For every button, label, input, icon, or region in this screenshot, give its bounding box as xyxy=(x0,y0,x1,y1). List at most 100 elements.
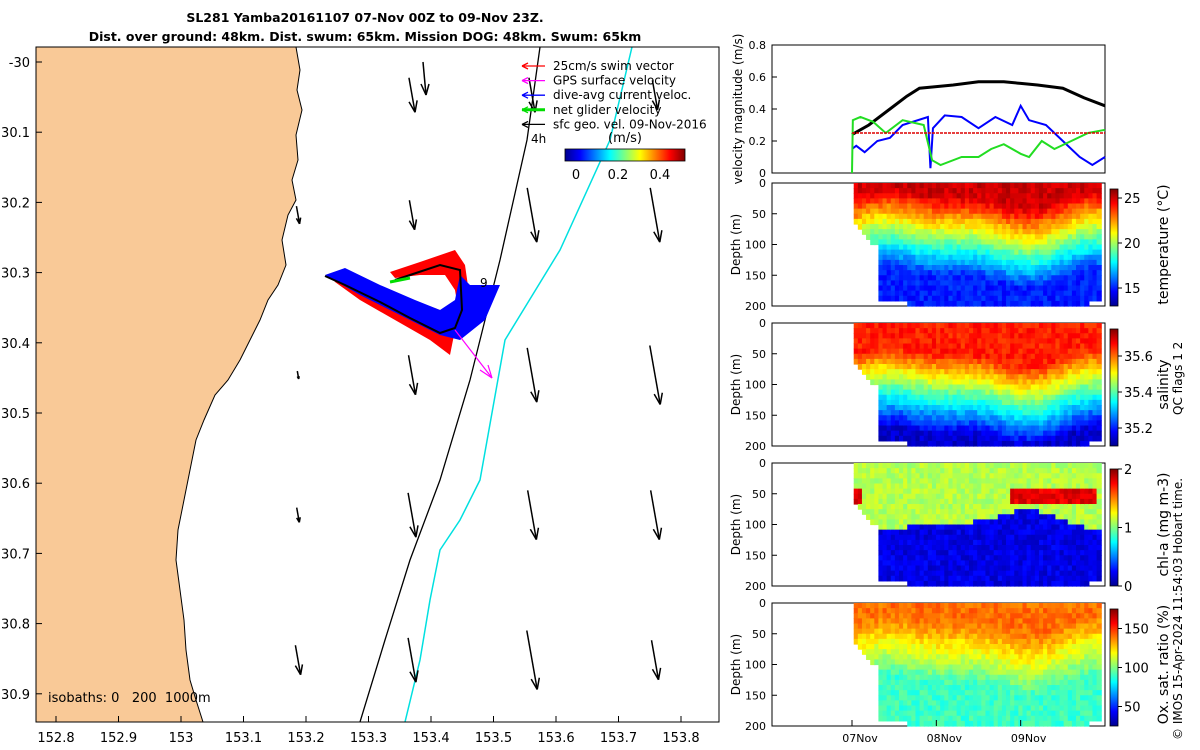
section-cell xyxy=(886,628,892,635)
section-cell xyxy=(1059,534,1065,541)
section-cell xyxy=(886,715,892,722)
section-cell xyxy=(952,498,958,505)
section-cell xyxy=(923,193,929,199)
section-cell xyxy=(931,483,938,490)
section-cell xyxy=(936,300,942,307)
section-cell xyxy=(874,638,880,645)
section-cell xyxy=(915,603,921,609)
section-cell xyxy=(989,399,995,406)
section-cell xyxy=(1047,295,1053,302)
section-cell xyxy=(919,669,925,676)
section-cell xyxy=(870,488,876,495)
section-cell xyxy=(911,710,917,717)
section-cell xyxy=(1010,229,1016,235)
section-cell xyxy=(1043,259,1049,266)
section-cell xyxy=(1006,534,1012,541)
section-cell xyxy=(1084,524,1090,531)
section-cell xyxy=(993,218,999,225)
section-cell xyxy=(997,550,1003,556)
section-cell xyxy=(1047,338,1053,345)
section-cell xyxy=(944,613,950,619)
section-cell xyxy=(964,720,971,727)
section-cell xyxy=(960,608,966,614)
section-cell xyxy=(948,633,954,640)
section-cell xyxy=(940,244,946,251)
section-cell xyxy=(911,623,917,630)
section-cell xyxy=(919,323,925,329)
section-cell xyxy=(1067,300,1073,307)
section-cell xyxy=(977,504,983,510)
section-cell xyxy=(1010,323,1016,329)
section-cell xyxy=(1063,234,1069,240)
section-cell xyxy=(997,519,1003,526)
section-cell xyxy=(1043,265,1049,271)
section-cell xyxy=(973,575,979,582)
section-cell xyxy=(968,435,975,442)
section-cell xyxy=(1096,524,1102,531)
map-y-tick-label: 30.1 xyxy=(1,126,30,141)
section-cell xyxy=(907,608,913,614)
section-cell xyxy=(956,410,962,416)
section-cell xyxy=(1096,498,1102,505)
section-cell xyxy=(878,654,884,660)
section-cell xyxy=(886,654,892,660)
section-cell xyxy=(1047,364,1053,370)
section-cell xyxy=(903,715,909,722)
section-cell xyxy=(936,555,942,561)
section-cell xyxy=(989,440,995,447)
section-cell xyxy=(1010,539,1016,546)
section-cell xyxy=(1034,524,1041,531)
section-cell xyxy=(968,364,975,370)
section-cell xyxy=(1026,280,1032,287)
section-cell xyxy=(1092,338,1098,345)
section-cell xyxy=(903,183,909,189)
section-cell xyxy=(993,565,999,572)
section-cell xyxy=(1076,405,1082,411)
section-cell xyxy=(1022,405,1028,411)
section-cell xyxy=(919,623,925,630)
section-cell xyxy=(915,529,921,536)
section-cell xyxy=(882,618,888,625)
section-cell xyxy=(1088,550,1094,556)
section-cell xyxy=(886,265,892,271)
section-cell xyxy=(1076,425,1082,432)
section-cell xyxy=(944,249,950,256)
section-cell xyxy=(882,188,888,194)
section-cell xyxy=(981,504,987,510)
section-cell xyxy=(1047,509,1053,515)
section-cell xyxy=(948,674,954,681)
section-cell xyxy=(1059,353,1065,360)
section-cell xyxy=(898,463,905,469)
section-cell xyxy=(1071,430,1078,437)
section-cell xyxy=(1088,473,1094,479)
section-cell xyxy=(1067,333,1073,339)
section-cell xyxy=(1084,575,1090,582)
section-cell xyxy=(936,415,942,421)
section-cell xyxy=(960,623,966,630)
section-cell xyxy=(878,229,884,235)
section-cell xyxy=(1063,270,1069,276)
section-cell xyxy=(878,685,884,691)
section-cell xyxy=(981,254,987,261)
section-cell xyxy=(968,623,975,630)
section-cell xyxy=(940,493,946,500)
section-cell xyxy=(1001,285,1008,292)
section-cell xyxy=(923,644,929,650)
section-cell xyxy=(890,328,896,334)
section-cell xyxy=(948,529,954,536)
section-cell xyxy=(1063,555,1069,561)
section-cell xyxy=(1088,374,1094,380)
section-cell xyxy=(1047,275,1053,281)
section-cell xyxy=(993,644,999,650)
section-cell xyxy=(989,498,995,505)
section-cell xyxy=(915,290,921,297)
section-cell xyxy=(931,415,938,421)
section-cell xyxy=(870,463,876,469)
section-cell xyxy=(989,183,995,189)
section-cell xyxy=(1055,580,1061,587)
section-cell xyxy=(964,468,971,474)
section-cell xyxy=(944,343,950,350)
section-cell xyxy=(1067,430,1073,437)
section-cell xyxy=(882,555,888,561)
section-cell xyxy=(886,473,892,479)
